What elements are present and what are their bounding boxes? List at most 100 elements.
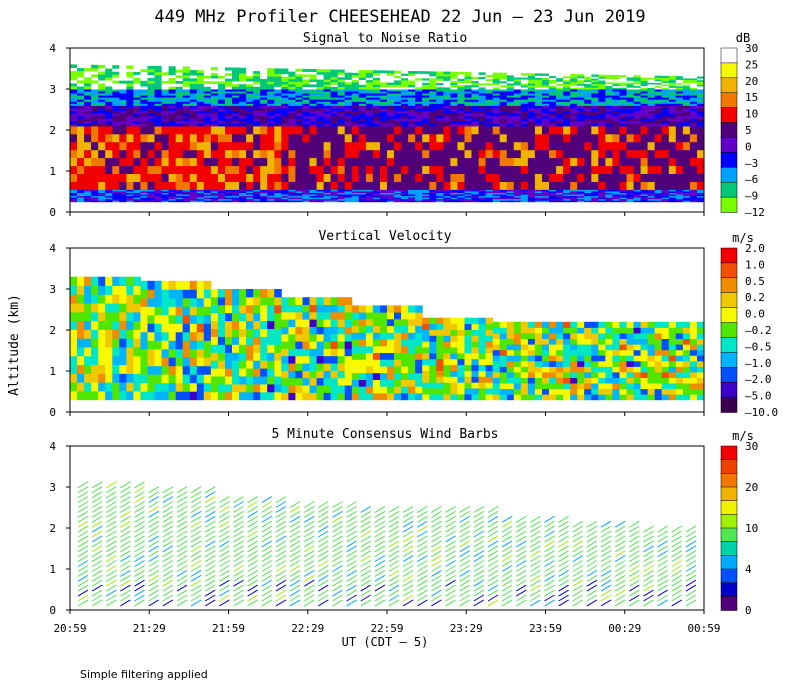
snr-cell bbox=[443, 125, 451, 135]
snr-cell bbox=[253, 198, 261, 201]
velocity-cell bbox=[372, 393, 381, 401]
snr-cell bbox=[584, 192, 592, 195]
velocity-cell bbox=[210, 344, 219, 353]
snr-cell bbox=[626, 133, 634, 143]
velocity-cell bbox=[119, 311, 127, 322]
snr-cell bbox=[612, 165, 620, 174]
snr-cell bbox=[98, 149, 106, 159]
velocity-cell bbox=[372, 332, 381, 340]
snr-cell bbox=[485, 115, 494, 119]
snr-cell bbox=[302, 89, 310, 92]
snr-cell bbox=[436, 115, 444, 119]
velocity-cell bbox=[506, 344, 515, 351]
snr-cell bbox=[351, 113, 360, 117]
snr-cell bbox=[577, 87, 585, 90]
snr-cell bbox=[105, 103, 113, 106]
snr-cell bbox=[422, 89, 430, 92]
snr-cell bbox=[232, 165, 240, 174]
snr-cell bbox=[344, 69, 353, 73]
snr-cell bbox=[253, 133, 261, 143]
snr-cell bbox=[647, 165, 656, 174]
velocity-cell bbox=[415, 393, 423, 401]
snr-cell bbox=[365, 74, 374, 78]
snr-cell bbox=[619, 89, 627, 92]
snr-cell bbox=[513, 120, 522, 124]
snr-cell bbox=[513, 198, 522, 201]
snr-cell bbox=[534, 123, 543, 127]
snr-cell bbox=[161, 91, 170, 94]
snr-cell bbox=[492, 115, 501, 119]
snr-cell bbox=[633, 91, 642, 94]
velocity-cell bbox=[506, 366, 515, 373]
velocity-cell bbox=[288, 333, 296, 342]
snr-cell bbox=[534, 91, 543, 94]
snr-cell bbox=[605, 125, 613, 135]
snr-cell bbox=[267, 118, 275, 122]
snr-cell bbox=[98, 125, 106, 135]
snr-cell bbox=[668, 157, 677, 167]
velocity-cell bbox=[443, 388, 451, 395]
snr-cell bbox=[175, 118, 184, 122]
velocity-cell bbox=[281, 304, 289, 313]
snr-cell bbox=[506, 99, 515, 102]
snr-cell bbox=[246, 165, 254, 174]
snr-cell bbox=[387, 157, 395, 167]
velocity-cell bbox=[534, 338, 543, 345]
snr-cell bbox=[154, 86, 162, 90]
velocity-cell bbox=[436, 323, 444, 330]
velocity-cell bbox=[605, 338, 613, 345]
snr-cell bbox=[365, 157, 374, 167]
snr-cell bbox=[316, 157, 325, 167]
snr-cell bbox=[182, 191, 191, 193]
velocity-cell bbox=[668, 355, 677, 362]
snr-cell bbox=[168, 157, 177, 167]
snr-cell bbox=[253, 141, 261, 151]
snr-cell bbox=[415, 113, 423, 117]
velocity-cell bbox=[232, 336, 240, 345]
snr-cell bbox=[267, 97, 275, 100]
snr-cell bbox=[675, 84, 684, 87]
colorbar-swatch bbox=[720, 107, 738, 124]
snr-cell bbox=[429, 89, 437, 92]
snr-cell bbox=[323, 194, 332, 197]
snr-cell bbox=[584, 181, 592, 190]
velocity-cell bbox=[140, 391, 148, 401]
snr-cell bbox=[689, 99, 698, 102]
velocity-cell bbox=[577, 344, 585, 351]
velocity-cell bbox=[337, 377, 346, 386]
snr-cell bbox=[351, 115, 360, 119]
snr-cell bbox=[98, 189, 106, 192]
snr-cell bbox=[182, 198, 191, 201]
snr-cell bbox=[668, 149, 677, 159]
velocity-cell bbox=[556, 377, 564, 384]
snr-cell bbox=[661, 91, 670, 94]
snr-cell bbox=[563, 115, 571, 119]
velocity-cell bbox=[682, 355, 691, 362]
snr-cell bbox=[549, 105, 557, 109]
snr-cell bbox=[668, 84, 677, 87]
snr-cell bbox=[175, 198, 184, 201]
snr-cell bbox=[316, 165, 325, 174]
snr-cell bbox=[239, 192, 247, 195]
snr-cell bbox=[598, 181, 606, 190]
snr-cell bbox=[675, 197, 684, 200]
snr-cell bbox=[605, 192, 613, 195]
velocity-cell bbox=[70, 338, 78, 348]
snr-cell bbox=[675, 95, 684, 98]
snr-cell bbox=[168, 181, 177, 190]
snr-cell bbox=[217, 86, 226, 90]
snr-cell bbox=[316, 173, 325, 182]
snr-cell bbox=[288, 103, 296, 106]
snr-cell bbox=[478, 125, 487, 135]
snr-cell bbox=[471, 99, 479, 102]
snr-cell bbox=[520, 99, 529, 102]
snr-cell bbox=[661, 97, 670, 100]
snr-cell bbox=[542, 99, 550, 102]
snr-cell bbox=[302, 91, 310, 94]
snr-cell bbox=[105, 83, 113, 87]
snr-cell bbox=[415, 71, 423, 74]
snr-cell bbox=[372, 103, 381, 106]
snr-cell bbox=[556, 173, 564, 182]
snr-cell bbox=[147, 93, 155, 96]
velocity-cell bbox=[189, 314, 198, 324]
